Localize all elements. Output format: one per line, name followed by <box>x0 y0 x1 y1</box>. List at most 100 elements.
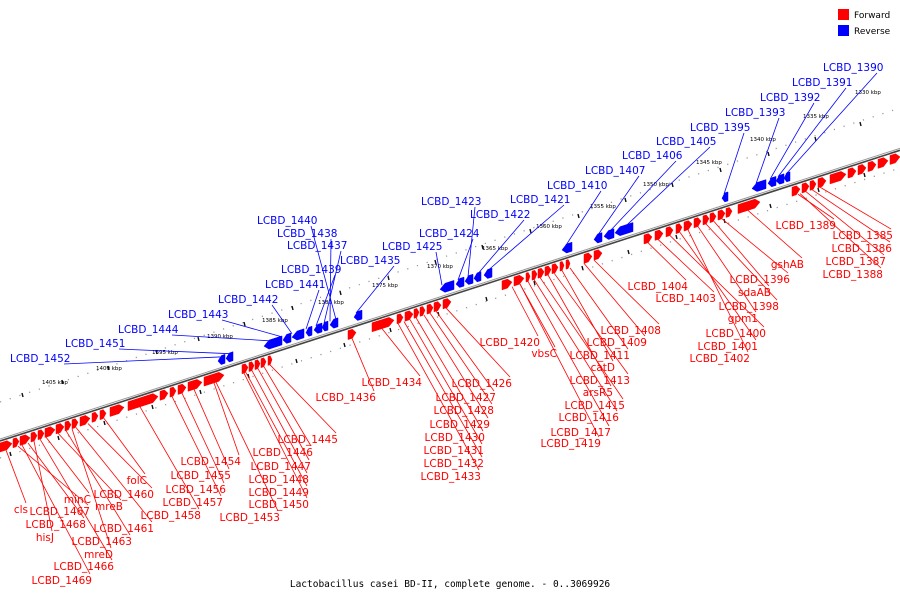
gene-label: LCBD_1456 <box>166 484 227 496</box>
reverse-gene-arrow <box>473 271 482 283</box>
reverse-gene-arrow <box>329 317 339 329</box>
leader-line <box>747 210 803 259</box>
leader-line <box>811 189 891 243</box>
gene-label: LCBD_1411 <box>570 350 630 362</box>
forward-gene-arrow <box>267 355 273 366</box>
forward-gene-arrow <box>203 372 225 387</box>
forward-gene-arrow <box>654 229 664 241</box>
forward-gene-arrow <box>665 226 674 238</box>
forward-gene-arrow <box>565 259 571 270</box>
guide-tick-f <box>817 187 820 193</box>
guide-tick-r <box>719 167 722 173</box>
leader-line <box>65 430 131 536</box>
gene-label: LCBD_1408 <box>601 325 661 337</box>
reverse-gene-arrow <box>775 173 785 185</box>
leader-line <box>597 175 640 236</box>
gene-label: LCBD_1421 <box>510 194 570 206</box>
backbone-axis <box>0 147 900 442</box>
forward-gene-arrow <box>169 386 177 398</box>
gene-label: LCBD_1463 <box>72 536 132 548</box>
reverse-gene-arrow <box>721 191 729 203</box>
forward-gene-arrow <box>867 160 877 172</box>
gene-label: LCBD_1395 <box>690 122 750 134</box>
leader-line <box>243 373 308 499</box>
guide-tick-r <box>197 336 200 342</box>
forward-gene-arrow <box>683 220 693 232</box>
leader-line <box>103 418 146 475</box>
leader-line <box>21 444 91 575</box>
guide-tick-f <box>151 404 154 410</box>
reverse-gene-arrow <box>217 353 226 365</box>
reverse-gene-arrow <box>291 328 305 341</box>
gene-label: folC <box>127 475 147 487</box>
forward-gene-arrow <box>426 303 434 315</box>
leader-line <box>17 445 89 506</box>
leader-line <box>213 382 240 456</box>
leader-line <box>435 251 443 286</box>
gene-label: LCBD_1449 <box>249 487 309 499</box>
gene-label: LCBD_1467 <box>30 506 90 518</box>
leader-line <box>429 312 493 405</box>
forward-gene-arrow <box>643 233 653 245</box>
guide-tick-r <box>814 136 817 142</box>
leader-line <box>435 310 495 392</box>
leader-line <box>5 449 27 504</box>
leader-line <box>467 206 476 277</box>
guide-tick-r <box>624 197 627 203</box>
leader-line <box>457 238 474 281</box>
forward-gene-arrow <box>442 298 452 310</box>
leader-line <box>415 317 484 432</box>
forward-gene-arrow <box>531 270 538 281</box>
forward-gene-arrow <box>404 310 414 322</box>
gene-label: LCBD_1416 <box>559 412 620 424</box>
gene-label: LCBD_1429 <box>430 419 490 431</box>
gene-label: LCBD_1425 <box>382 241 442 253</box>
gene-label: LCBD_1458 <box>141 510 201 522</box>
gene-label: LCBD_1433 <box>421 471 481 483</box>
forward-gene-arrow <box>847 167 857 179</box>
guide-line-reverse <box>0 107 900 403</box>
gene-label: vbsC <box>531 348 557 360</box>
leader-line <box>713 221 770 287</box>
gene-label: mreD <box>84 549 113 561</box>
forward-gene-arrow <box>91 411 99 423</box>
guide-tick-f <box>581 265 584 271</box>
legend-forward-label: Forward <box>854 11 890 21</box>
forward-gene-arrow <box>501 278 513 291</box>
leader-line <box>777 87 847 177</box>
tick-label: 1340 kbp <box>750 137 776 143</box>
genome-caption: Lactobacillus casei BD-II, complete geno… <box>290 579 611 590</box>
forward-gene-arrow <box>817 177 827 189</box>
tick-label: 1350 kbp <box>643 182 669 188</box>
reverse-gene-arrow <box>603 228 615 240</box>
guide-tick-f <box>389 327 392 333</box>
forward-gene-arrow <box>30 431 38 443</box>
forward-gene-arrow <box>829 171 847 185</box>
forward-gene-arrow <box>254 359 261 370</box>
gene-label: LCBD_1391 <box>792 77 852 89</box>
guide-tick-f <box>199 389 202 395</box>
leader-line <box>445 307 511 378</box>
guide-tick-f <box>295 358 298 364</box>
leader-line <box>329 238 332 322</box>
guide-tick-r <box>481 244 484 250</box>
gene-label: LCBD_1453 <box>220 512 280 524</box>
gene-label: LCBD_1440 <box>257 215 317 227</box>
gene-label: LCBD_1466 <box>54 561 115 573</box>
forward-gene-arrow <box>559 261 565 272</box>
gene-label: LCBD_1389 <box>776 220 836 232</box>
gene-label: LCBD_1452 <box>10 353 70 365</box>
guide-tick-f <box>863 172 866 178</box>
guide-tick-f <box>343 342 346 348</box>
gene-label: cls <box>14 504 28 516</box>
guide-tick-f <box>57 435 60 441</box>
gene-label: LCBD_1432 <box>424 458 484 470</box>
gene-label: catD <box>591 362 615 374</box>
reverse-gene-arrow <box>751 179 767 192</box>
forward-gene-arrow <box>801 182 810 194</box>
tick-label: 1375 kbp <box>372 283 398 289</box>
forward-gene-arrow <box>419 306 426 317</box>
forward-gene-arrow <box>537 267 545 279</box>
gene-arrows <box>0 153 900 453</box>
